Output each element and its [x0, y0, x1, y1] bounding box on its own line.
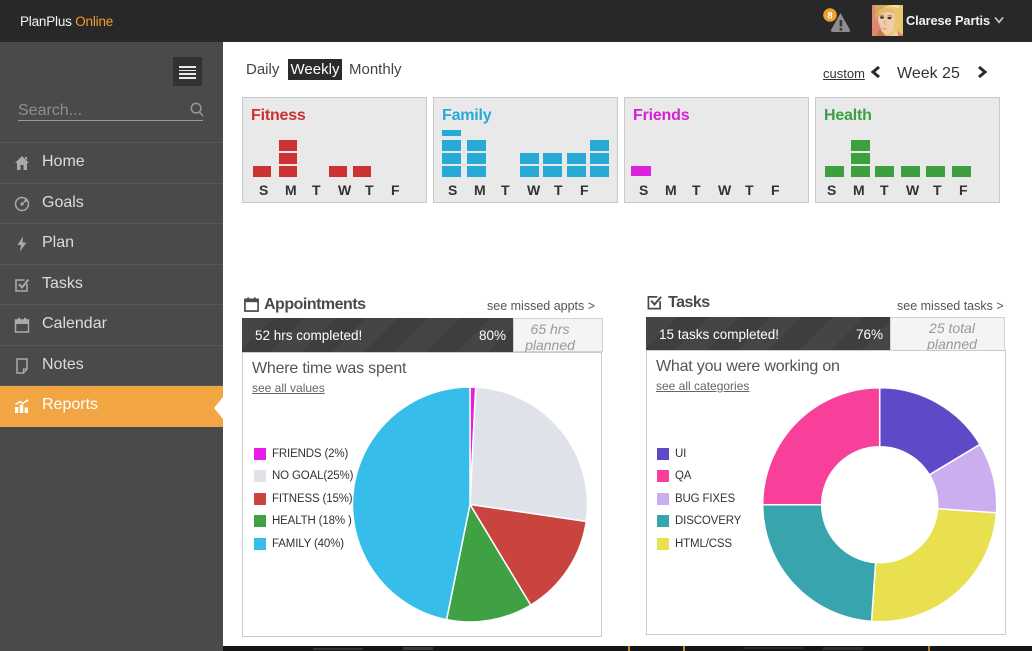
svg-text:8: 8: [827, 10, 832, 21]
